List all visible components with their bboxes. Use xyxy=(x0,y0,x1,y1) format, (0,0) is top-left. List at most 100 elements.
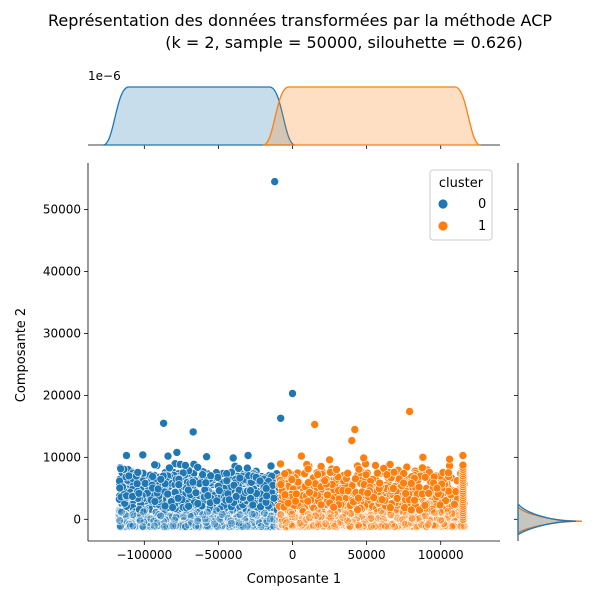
x-tick-label: 50000 xyxy=(348,548,386,562)
scatter-point-1 xyxy=(343,468,353,478)
scatter-point-1 xyxy=(313,470,323,479)
scatter-point-1 xyxy=(316,500,326,510)
scatter-point-0 xyxy=(173,493,183,503)
scatter-point-1 xyxy=(351,474,360,484)
scatter-point-1 xyxy=(410,495,419,505)
y-tick-label: 30000 xyxy=(43,326,81,340)
y-tick-label: 20000 xyxy=(43,388,81,402)
scatter-point-0 xyxy=(159,516,168,526)
scatter-point-1 xyxy=(280,469,290,479)
scatter-point-1 xyxy=(325,455,334,465)
scatter-point-0 xyxy=(202,452,211,462)
scatter-point-0 xyxy=(184,501,193,511)
scatter-point-0 xyxy=(148,472,157,481)
scatter-point-1 xyxy=(323,490,332,500)
x-tick-label: −50000 xyxy=(194,548,242,562)
scatter-point-0 xyxy=(203,491,213,500)
scatter-point-0 xyxy=(217,510,227,519)
scatter-point-1 xyxy=(430,508,439,518)
scatter-point-0 xyxy=(203,507,212,517)
scatter-point-0 xyxy=(270,177,280,186)
scatter-point-0 xyxy=(206,471,215,481)
scatter-point-0 xyxy=(227,518,236,528)
scatter-point-0 xyxy=(255,476,265,486)
x-tick-label: 100000 xyxy=(418,548,464,562)
scatter-point-0 xyxy=(176,522,185,531)
scatter-point-1 xyxy=(407,513,417,523)
scatter-point-0 xyxy=(188,427,198,437)
scatter-point-0 xyxy=(201,517,211,527)
scatter-point-0 xyxy=(191,488,201,498)
right-marginal-density-0 xyxy=(517,501,577,537)
scatter-point-0 xyxy=(188,477,198,487)
scatter-point-0 xyxy=(133,468,143,477)
scatter-point-1 xyxy=(353,505,362,515)
scatter-point-1 xyxy=(329,502,339,512)
scatter-point-1 xyxy=(303,464,313,474)
top-marginal-density-0 xyxy=(102,86,296,146)
scatter-point-0 xyxy=(235,473,245,483)
scatter-point-1 xyxy=(445,454,454,464)
scatter-point-1 xyxy=(399,478,408,488)
scatter-point-1 xyxy=(276,510,285,520)
scatter-point-0 xyxy=(138,522,148,532)
scatter-point-1 xyxy=(406,479,416,488)
scatter-point-0 xyxy=(115,506,125,516)
scatter-point-0 xyxy=(210,519,219,529)
scatter-point-1 xyxy=(459,521,469,531)
scatter-point-0 xyxy=(184,485,193,495)
scatter-point-1 xyxy=(354,520,363,530)
scatter-point-0 xyxy=(162,522,172,532)
scatter-point-1 xyxy=(420,472,430,482)
chart-title: Représentation des données transformées … xyxy=(48,11,552,30)
scatter-point-0 xyxy=(193,499,203,508)
scatter-point-1 xyxy=(326,513,336,523)
scatter-point-0 xyxy=(265,514,275,524)
scatter-point-0 xyxy=(191,521,201,531)
scatter-point-0 xyxy=(212,496,222,506)
scatter-point-0 xyxy=(243,463,252,473)
scatter-point-0 xyxy=(247,509,257,519)
scatter-point-0 xyxy=(235,510,245,520)
scatter-point-0 xyxy=(122,451,131,460)
scatter-point-1 xyxy=(303,496,313,506)
legend-title: cluster xyxy=(439,176,484,191)
scatter-point-0 xyxy=(203,522,213,532)
right-marginal-density-1 xyxy=(517,505,583,535)
scatter-point-1 xyxy=(338,513,348,522)
scatter-point-0 xyxy=(193,462,202,472)
scatter-point-1 xyxy=(436,515,445,525)
scatter-point-1 xyxy=(287,475,297,484)
x-tick-label: 0 xyxy=(289,548,297,562)
scatter-point-0 xyxy=(198,470,207,479)
scatter-point-1 xyxy=(359,453,369,463)
scatter-point-0 xyxy=(261,522,271,532)
scatter-point-0 xyxy=(224,495,234,505)
scatter-point-1 xyxy=(287,509,297,519)
scatter-point-1 xyxy=(366,522,376,531)
scatter-point-1 xyxy=(377,495,387,505)
scatter-point-1 xyxy=(390,522,399,532)
scatter-point-1 xyxy=(444,468,453,478)
scatter-point-0 xyxy=(201,478,211,488)
scatter-point-0 xyxy=(156,511,165,521)
scatter-point-0 xyxy=(163,451,173,461)
scatter-point-0 xyxy=(260,508,269,518)
scatter-point-0 xyxy=(134,488,144,498)
scatter-point-1 xyxy=(280,490,290,500)
scatter-point-1 xyxy=(310,420,320,429)
scatter-point-1 xyxy=(363,488,373,498)
scatter-point-0 xyxy=(159,418,168,428)
scatter-point-1 xyxy=(435,500,445,510)
scatter-point-0 xyxy=(222,469,231,478)
scatter-point-0 xyxy=(269,515,278,524)
scatter-point-1 xyxy=(291,496,300,506)
scatter-point-1 xyxy=(443,506,453,516)
scatter-point-0 xyxy=(168,521,178,531)
scatter-point-1 xyxy=(375,478,385,488)
scatter-point-0 xyxy=(115,516,124,525)
scatter-point-0 xyxy=(202,521,212,531)
scatter-point-0 xyxy=(228,453,238,463)
scatter-point-0 xyxy=(126,521,135,531)
